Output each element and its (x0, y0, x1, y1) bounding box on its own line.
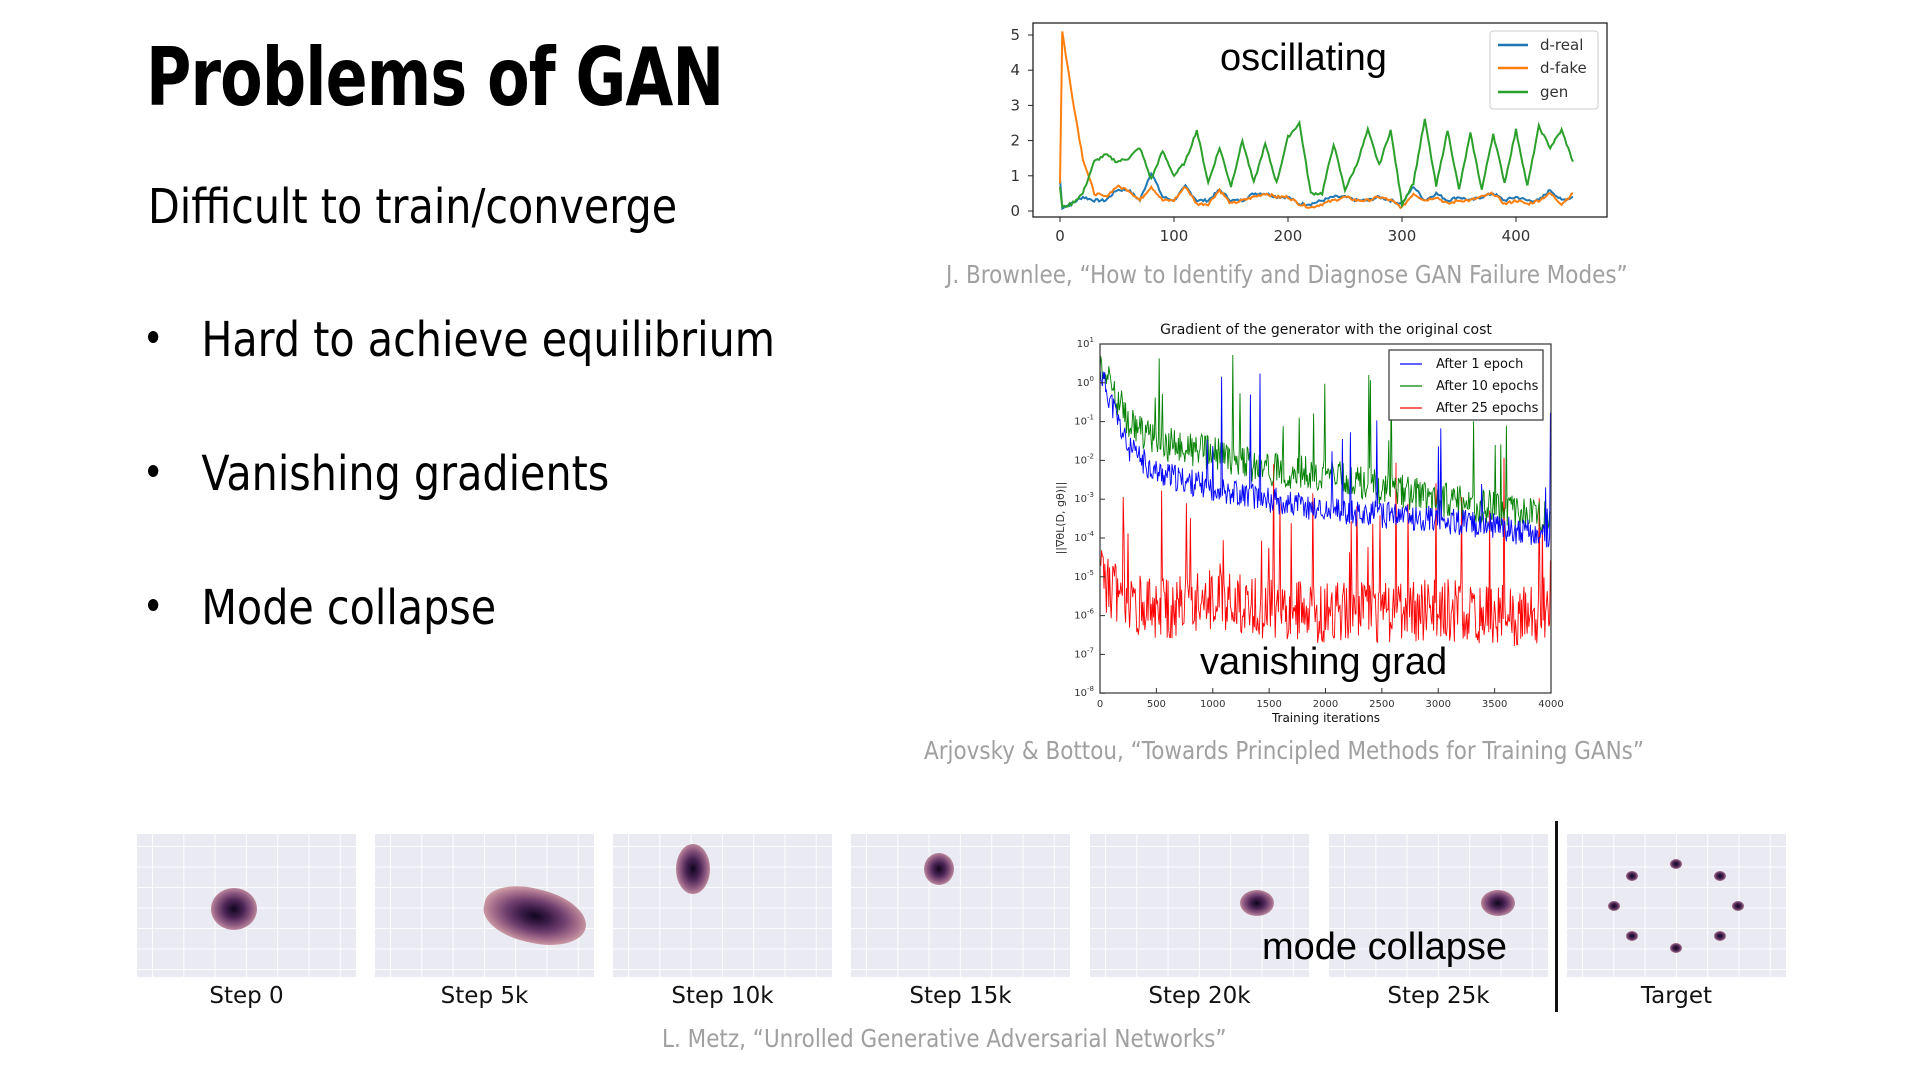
svg-text:100: 100 (1077, 375, 1094, 389)
svg-text:Gradient of the generator with: Gradient of the generator with the origi… (1160, 322, 1492, 338)
panel-label: Step 20k (1148, 983, 1251, 1009)
panel-label: Step 5k (440, 983, 529, 1009)
density-blob (924, 853, 954, 885)
panel-label: Step 10k (671, 983, 774, 1009)
density-blob (211, 888, 257, 930)
target-mode-blob (1713, 871, 1726, 882)
bullet-icon (148, 599, 159, 611)
mode-panel-target (1567, 834, 1786, 977)
citation-brownlee: J. Brownlee, “How to Identify and Diagno… (946, 260, 1628, 289)
svg-text:10-7: 10-7 (1074, 646, 1094, 660)
svg-text:10-6: 10-6 (1074, 608, 1094, 622)
svg-text:0: 0 (1055, 227, 1065, 245)
target-mode-blob (1626, 930, 1639, 941)
svg-text:1: 1 (1010, 167, 1020, 185)
svg-text:10-4: 10-4 (1074, 530, 1094, 544)
panel-label: Step 25k (1387, 983, 1490, 1009)
mode-panel-step-0 (137, 834, 356, 977)
density-blob (1240, 890, 1274, 916)
svg-text:10-2: 10-2 (1074, 452, 1094, 466)
svg-text:100: 100 (1160, 227, 1189, 245)
svg-text:2000: 2000 (1313, 699, 1338, 710)
svg-text:10-8: 10-8 (1074, 685, 1094, 699)
density-blob (1481, 890, 1515, 916)
panel-label: Step 0 (209, 983, 284, 1009)
svg-text:2: 2 (1010, 132, 1020, 150)
svg-text:After 10 epochs: After 10 epochs (1436, 379, 1539, 394)
mode-panel-step-5k (375, 834, 594, 977)
mode-panel-step-25k (1329, 834, 1548, 977)
svg-text:10-3: 10-3 (1074, 491, 1094, 505)
target-divider (1555, 821, 1558, 1012)
svg-text:10-1: 10-1 (1074, 414, 1094, 428)
svg-text:3000: 3000 (1426, 699, 1451, 710)
svg-text:After 1 epoch: After 1 epoch (1436, 357, 1523, 372)
oscillating-annotation: oscillating (1220, 37, 1387, 79)
slide-title: Problems of GAN (146, 31, 724, 124)
target-mode-blob (1670, 943, 1682, 953)
oscillation-legend: d-real d-fake gen (1489, 30, 1599, 110)
bullet-label: Hard to achieve equilibrium (201, 312, 775, 368)
svg-text:gen: gen (1540, 83, 1568, 101)
svg-text:2500: 2500 (1369, 699, 1394, 710)
slide-subtitle: Difficult to train/converge (148, 179, 678, 235)
svg-text:1500: 1500 (1256, 699, 1281, 710)
bullet-label: Mode collapse (201, 580, 497, 636)
target-mode-blob (1608, 901, 1620, 911)
svg-text:0: 0 (1097, 699, 1103, 710)
svg-text:1000: 1000 (1200, 699, 1225, 710)
svg-text:d-real: d-real (1540, 36, 1583, 54)
svg-text:101: 101 (1077, 336, 1094, 350)
oscillation-chart: 0 1 2 3 4 5 0 100 200 300 400 d-real d-fake gen (1010, 22, 1608, 245)
mode-collapse-annotation: mode collapse (1262, 926, 1508, 968)
bullet-icon (148, 331, 159, 343)
bullet-label: Vanishing gradients (201, 446, 610, 502)
target-mode-blob (1626, 871, 1639, 882)
svg-text:d-fake: d-fake (1540, 59, 1587, 77)
mode-panel-step-10k (613, 834, 832, 977)
svg-text:10-5: 10-5 (1074, 569, 1094, 583)
svg-text:400: 400 (1502, 227, 1531, 245)
oscillation-chart-lines (1059, 31, 1574, 211)
svg-text:300: 300 (1388, 227, 1417, 245)
svg-text:5: 5 (1010, 26, 1020, 44)
mode-panel-step-15k (851, 834, 1070, 977)
svg-text:4: 4 (1010, 61, 1020, 79)
vanishing-gradient-chart: Gradient of the generator with the origi… (1054, 322, 1564, 725)
svg-text:||∇θL(D, gθ)||: ||∇θL(D, gθ)|| (1054, 482, 1067, 555)
svg-text:4000: 4000 (1538, 699, 1563, 710)
target-mode-blob (1713, 930, 1726, 941)
target-mode-blob (1732, 901, 1744, 911)
svg-text:200: 200 (1274, 227, 1303, 245)
panel-label: Target (1640, 983, 1713, 1009)
svg-text:3: 3 (1010, 96, 1020, 114)
citation-arjovsky: Arjovsky & Bottou, “Towards Principled M… (924, 736, 1645, 765)
target-mode-blob (1670, 859, 1682, 869)
svg-text:Training iterations: Training iterations (1271, 711, 1380, 725)
svg-text:500: 500 (1147, 699, 1166, 710)
citation-metz: L. Metz, “Unrolled Generative Adversaria… (662, 1024, 1227, 1053)
svg-text:After 25 epochs: After 25 epochs (1436, 401, 1539, 416)
vanishing-gradient-legend: After 1 epoch After 10 epochs After 25 e… (1388, 349, 1544, 421)
bullet-item: Mode collapse (148, 584, 496, 632)
density-blob (676, 844, 710, 894)
vanishing-grad-annotation: vanishing grad (1200, 641, 1448, 683)
svg-text:0: 0 (1010, 202, 1020, 220)
bullet-item: Vanishing gradients (148, 450, 609, 498)
bullet-icon (148, 465, 159, 477)
panel-label: Step 15k (909, 983, 1012, 1009)
svg-text:3500: 3500 (1482, 699, 1507, 710)
mode-panel-step-20k (1090, 834, 1309, 977)
bullet-item: Hard to achieve equilibrium (148, 316, 775, 364)
